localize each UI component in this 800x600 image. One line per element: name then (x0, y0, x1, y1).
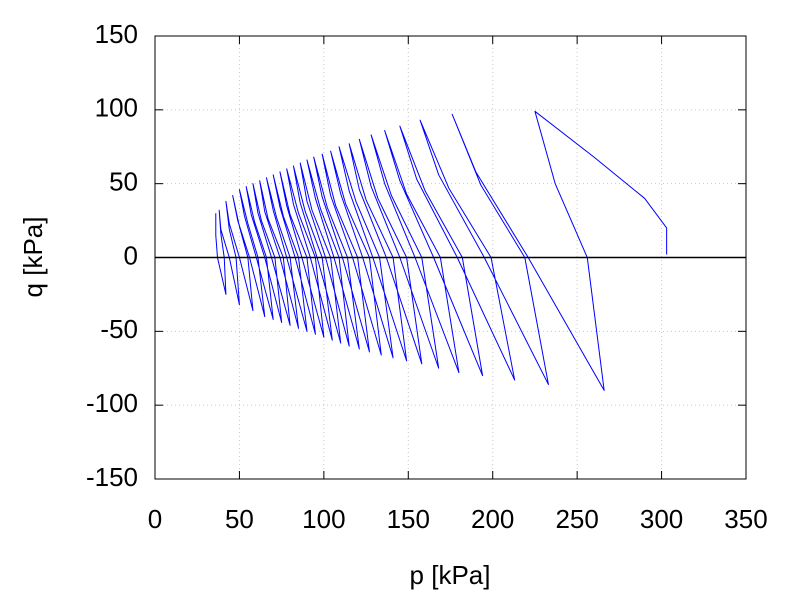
y-tick-label: -150 (86, 462, 138, 492)
x-tick-label: 150 (387, 504, 430, 534)
x-tick-label: 0 (148, 504, 162, 534)
x-axis-label: p [kPa] (410, 560, 491, 590)
y-tick-label: 100 (95, 93, 138, 123)
x-tick-label: 100 (302, 504, 345, 534)
x-tick-label: 200 (471, 504, 514, 534)
y-tick-label: -100 (86, 388, 138, 418)
y-tick-label: 150 (95, 19, 138, 49)
x-tick-label: 250 (555, 504, 598, 534)
x-tick-label: 300 (640, 504, 683, 534)
x-tick-label: 350 (724, 504, 767, 534)
y-tick-label: 50 (109, 167, 138, 197)
y-tick-label: -50 (100, 314, 138, 344)
y-tick-label: 0 (124, 240, 138, 270)
x-tick-label: 50 (225, 504, 254, 534)
y-axis-label: q [kPa] (18, 217, 48, 298)
data-line (215, 110, 668, 391)
plot-border (154, 35, 747, 480)
